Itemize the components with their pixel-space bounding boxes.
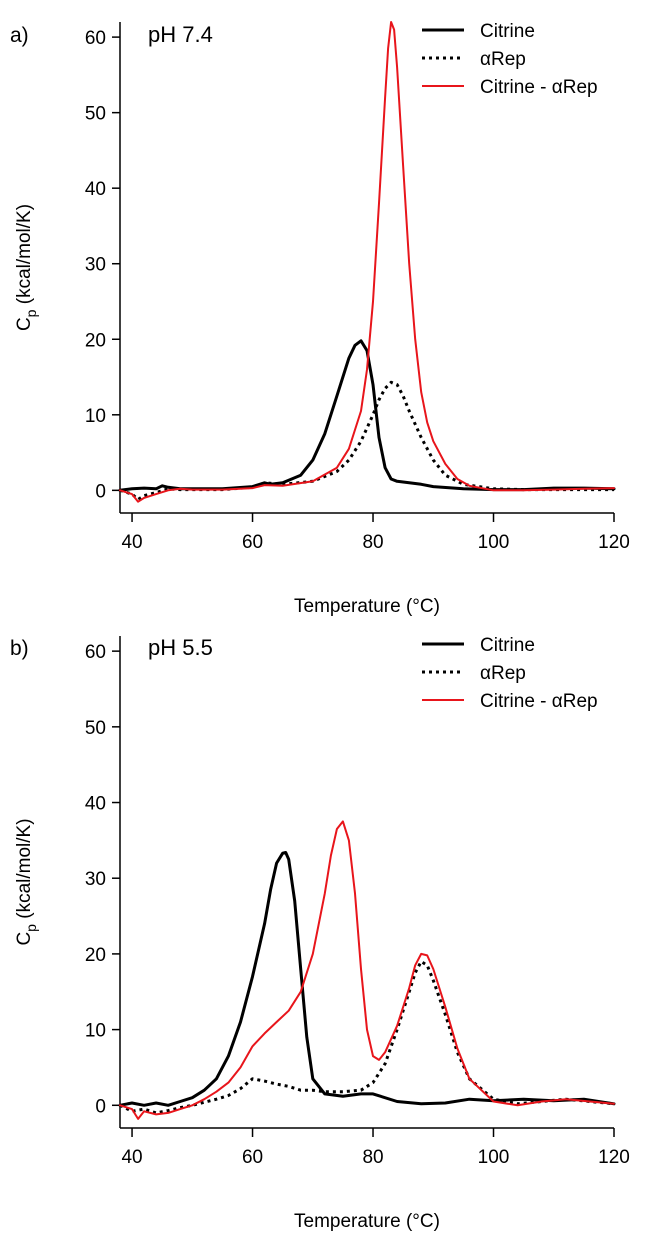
series-line-citrine-arep	[119, 820, 615, 1120]
legend-label: αRep	[480, 663, 526, 684]
legend-label: Citrine	[480, 635, 535, 656]
y-tick-label: 20	[85, 945, 106, 966]
x-tick-label: 60	[242, 1147, 263, 1168]
panel-label: b)	[10, 637, 29, 660]
legend: Citrine αRep Citrine - αRep	[422, 635, 598, 712]
y-axis-title-rest: (kcal/mol/K)	[14, 204, 35, 310]
x-tick-label: 120	[598, 1147, 630, 1168]
y-axis-title-subscript: p	[23, 924, 39, 932]
x-tick-label: 100	[478, 1147, 510, 1168]
legend: Citrine αRep Citrine - αRep	[422, 21, 598, 98]
y-axis-title: Cp (kcal/mol/K)	[14, 204, 39, 331]
x-tick-label: 60	[242, 532, 263, 553]
x-tick-label: 80	[362, 532, 383, 553]
y-tick-label: 10	[85, 1021, 106, 1042]
x-tick-label: 100	[478, 532, 510, 553]
y-axis-title-main: C	[14, 932, 35, 946]
x-axis-title: Temperature (°C)	[294, 1211, 440, 1232]
y-axis-title-main: C	[14, 317, 35, 331]
y-tick-label: 0	[95, 481, 106, 502]
y-axis-title: Cp (kcal/mol/K)	[14, 818, 39, 945]
x-tick-label: 80	[362, 1147, 383, 1168]
chart-panel-b: 40 60 80 100 120 0 10 20 30 40 50 60 Temperature (°C…	[10, 635, 630, 1232]
series-line-citrine-arep	[119, 21, 615, 503]
series-line-arep	[119, 380, 614, 501]
y-tick-label: 30	[85, 869, 106, 890]
y-tick-label: 40	[85, 794, 106, 815]
y-tick-label: 0	[95, 1096, 106, 1117]
y-axis-title-subscript: p	[23, 309, 39, 317]
y-tick-label: 30	[85, 255, 106, 276]
y-tick-label: 50	[85, 104, 106, 125]
y-tick-label: 60	[85, 28, 106, 49]
y-tick-label: 10	[85, 406, 106, 427]
legend-label: Citrine	[480, 21, 535, 42]
series-line-arep	[119, 960, 615, 1115]
y-tick-label: 20	[85, 330, 106, 351]
legend-label: αRep	[480, 49, 526, 70]
legend-label: Citrine - αRep	[480, 691, 598, 712]
series-line-citrine	[118, 851, 616, 1107]
ph-annotation: pH 7.4	[148, 22, 213, 47]
x-tick-label: 40	[121, 1147, 142, 1168]
y-tick-label: 40	[85, 179, 106, 200]
chart-panel-a: 40 60 80 100 120 0 10 20 30 40 50 60 Temperature (°C…	[10, 21, 630, 617]
legend-label: Citrine - αRep	[480, 77, 598, 98]
y-tick-label: 60	[85, 642, 106, 663]
x-tick-label: 40	[121, 532, 142, 553]
y-axis-title-rest: (kcal/mol/K)	[14, 818, 35, 924]
y-tick-label: 50	[85, 718, 106, 739]
panel-label: a)	[10, 24, 29, 47]
x-tick-label: 120	[598, 532, 630, 553]
ph-annotation: pH 5.5	[148, 635, 213, 660]
x-axis-title: Temperature (°C)	[294, 596, 440, 617]
